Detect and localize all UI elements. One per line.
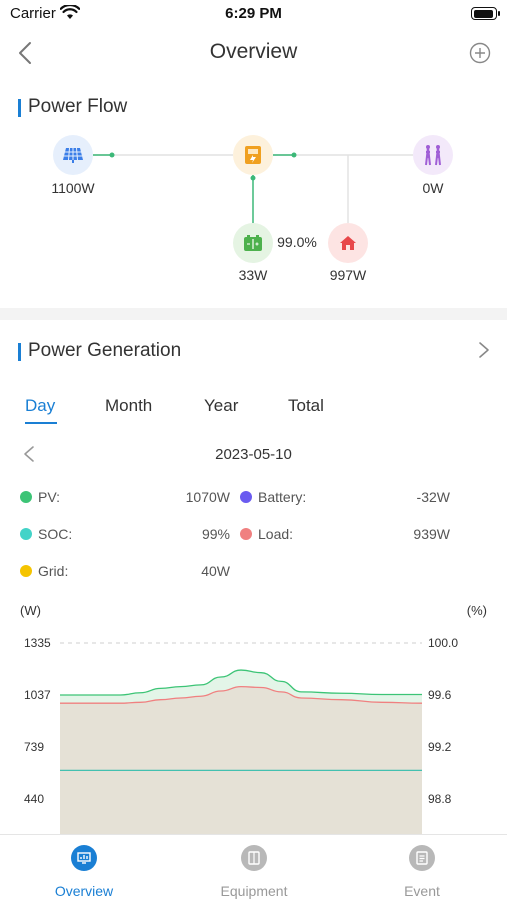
clock: 6:29 PM: [225, 5, 282, 22]
battery-power-value: 33W: [238, 267, 268, 283]
left-tick-label: 440: [24, 792, 44, 806]
battery-node[interactable]: [233, 223, 273, 263]
solar-panel-icon: [63, 147, 83, 163]
bottom-tab-bar: Overview Equipment Event: [0, 834, 507, 900]
period-tabs: Day Month Year Total: [0, 392, 507, 432]
right-tick-label: 100.0: [428, 636, 458, 650]
load-series-area: [60, 686, 422, 835]
left-tick-label: 1037: [24, 688, 51, 702]
right-tick-label: 98.8: [428, 792, 452, 806]
left-tick-label: 739: [24, 740, 44, 754]
grid-node[interactable]: [413, 135, 453, 175]
tab-bar-label: Event: [404, 883, 440, 899]
power-generation-chart: (W) (%) 1335 100.0 1037 99.6 739 99.2 440 98.8: [0, 595, 507, 835]
status-bar: Carrier 6:29 PM: [0, 0, 507, 28]
grid-legend-dot: [20, 565, 32, 577]
equipment-icon: [241, 845, 267, 871]
pv-flow-dot: [109, 152, 115, 158]
soc-legend-label: SOC:: [38, 526, 73, 542]
battery-legend-value: -32W: [416, 489, 450, 505]
grid-tower-icon: [425, 145, 441, 166]
battery-flow-dot: [250, 175, 256, 181]
flow-lines: [93, 152, 413, 223]
page-title: Overview: [209, 40, 298, 63]
grid-power-value: 0W: [422, 180, 444, 196]
right-tick-label: 99.2: [428, 740, 452, 754]
load-series-line: [60, 685, 423, 704]
left-axis-unit: (W): [20, 603, 41, 618]
power-flow-title: Power Flow: [18, 96, 127, 118]
power-generation-title[interactable]: Power Generation: [18, 340, 181, 362]
pv-node[interactable]: [53, 135, 93, 175]
battery-legend-label: Battery:: [258, 489, 307, 505]
inverter-node[interactable]: [233, 135, 273, 175]
chevron-right-icon[interactable]: [477, 340, 491, 360]
soc-legend-value: 99%: [201, 526, 230, 542]
tab-total[interactable]: Total: [288, 396, 324, 415]
left-tick-label: 1335: [24, 636, 51, 650]
pv-legend-label: PV:: [38, 489, 61, 505]
load-legend-value: 939W: [413, 526, 450, 542]
load-power-value: 997W: [329, 267, 367, 283]
inverter-icon: [245, 146, 261, 164]
right-axis-unit: (%): [466, 603, 487, 618]
pv-series-line: [60, 669, 422, 696]
soc-legend-dot: [20, 528, 32, 540]
right-tick-label: 99.6: [428, 688, 452, 702]
active-tab-indicator: [25, 422, 57, 424]
pv-legend-value: 1070W: [185, 489, 230, 505]
tab-bar-label: Equipment: [220, 883, 288, 899]
date-navigator: 2023-05-10: [0, 440, 507, 470]
event-icon: [409, 845, 435, 871]
load-legend-label: Load:: [258, 526, 294, 542]
section-divider: [0, 308, 507, 320]
grid-legend-value: 40W: [201, 563, 230, 579]
home-icon: [340, 236, 356, 250]
battery-icon: [244, 235, 262, 251]
pv-power-value: 1100W: [51, 180, 95, 196]
grid-legend-label: Grid:: [38, 563, 69, 579]
battery-legend-dot: [240, 491, 252, 503]
load-legend-dot: [240, 528, 252, 540]
tab-bar-label: Overview: [54, 883, 114, 899]
load-node[interactable]: [328, 223, 368, 263]
battery-status-icon: [471, 7, 500, 20]
pv-legend-dot: [20, 491, 32, 503]
selected-date[interactable]: 2023-05-10: [215, 446, 292, 463]
tab-bar-overview[interactable]: Overview: [24, 845, 144, 899]
chevron-left-icon[interactable]: [14, 40, 38, 66]
tab-day[interactable]: Day: [25, 396, 56, 415]
battery-soc-value: 99.0%: [277, 234, 317, 250]
tab-bar-equipment[interactable]: Equipment: [194, 845, 314, 899]
chart-plot: 1335 100.0 1037 99.6 739 99.2 440 98.8: [24, 636, 458, 835]
power-flow-diagram: 1100W 0W 33W 99.0%: [0, 130, 507, 290]
tab-bar-event[interactable]: Event: [362, 845, 482, 899]
wifi-icon: [60, 5, 80, 19]
tab-year[interactable]: Year: [204, 396, 239, 415]
navigation-bar: Overview: [0, 30, 507, 76]
chevron-left-icon[interactable]: [22, 444, 36, 464]
tab-month[interactable]: Month: [105, 396, 153, 415]
overview-icon: [71, 845, 97, 871]
plus-circle-icon[interactable]: [469, 42, 491, 64]
inverter-flow-dot: [291, 152, 297, 158]
carrier-label: Carrier: [10, 5, 56, 22]
